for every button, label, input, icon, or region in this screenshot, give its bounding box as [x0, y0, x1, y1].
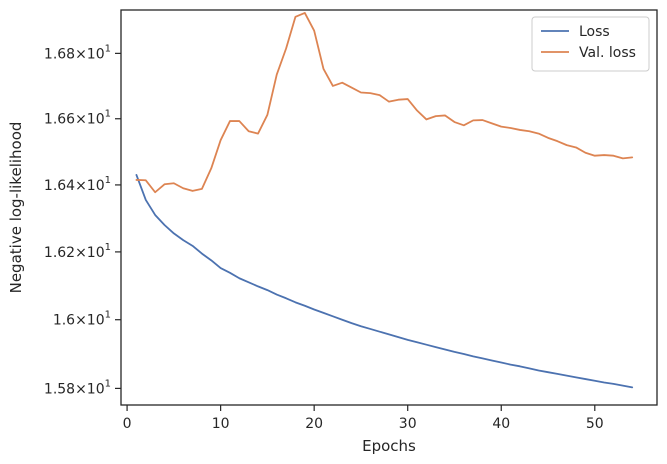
x-tick-label: 30: [399, 416, 417, 432]
legend: Loss Val. loss: [531, 16, 650, 72]
y-tick-label: 1.66×101: [44, 109, 111, 128]
y-tick-label: 1.58×101: [44, 378, 111, 397]
series-line-1: [135, 174, 634, 389]
series-line-2: [135, 11, 634, 194]
legend-label-1: Loss: [579, 24, 610, 40]
y-tick-label: 1.68×101: [44, 43, 111, 62]
x-axis-label: Epochs: [362, 437, 416, 455]
x-tick-label: 0: [123, 416, 132, 432]
y-axis-label: Negative log-likelihood: [7, 122, 25, 294]
x-tick-label: 10: [212, 416, 230, 432]
plot-frame: [120, 9, 658, 406]
y-tick-label: 1.6×101: [53, 310, 111, 329]
x-axis: 0 10 20 30 40 50: [123, 405, 604, 432]
x-tick-label: 50: [586, 416, 604, 432]
x-tick-label: 20: [305, 416, 323, 432]
y-axis: 1.58×101 1.6×101 1.62×101 1.64×101 1.66×101 1…: [44, 43, 121, 397]
y-tick-label: 1.64×101: [44, 175, 111, 194]
legend-label-2: Val. loss: [579, 45, 636, 61]
y-tick-label: 1.62×101: [44, 242, 111, 261]
series-layer: [135, 11, 634, 389]
x-tick-label: 40: [492, 416, 510, 432]
